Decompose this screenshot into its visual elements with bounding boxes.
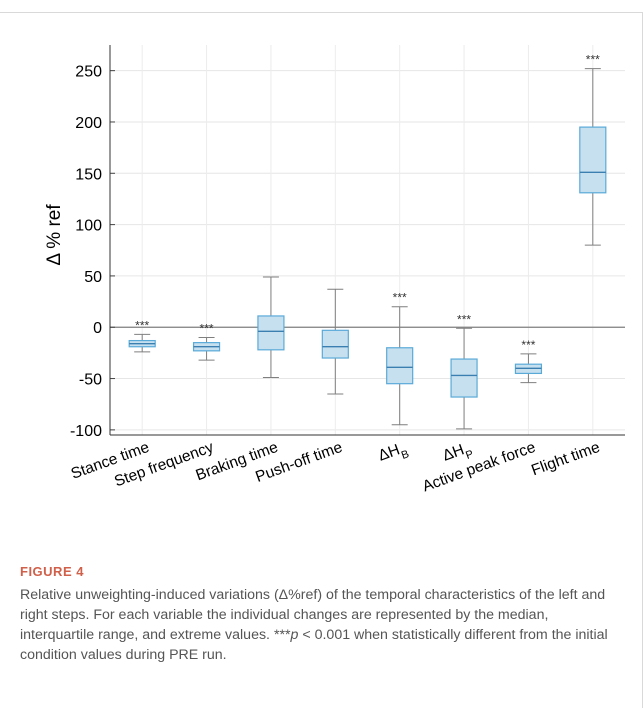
box-plot-item: ***	[450, 312, 478, 430]
box-plot-item: ***	[386, 291, 414, 426]
iqr-box	[579, 126, 607, 194]
box-layer: *** *** *** *** *** ***	[128, 53, 607, 430]
box-plot-item: ***	[579, 53, 607, 246]
x-tick-label-subscript: B	[400, 448, 411, 462]
caption-p: p	[290, 627, 299, 643]
box-plot-item	[321, 288, 349, 395]
y-tick-label: 250	[75, 64, 102, 81]
x-tick-label-subscript: P	[464, 448, 475, 462]
iqr-box	[386, 347, 414, 385]
caption-main: Relative unweighting-induced variations …	[20, 587, 606, 643]
box-plot-item	[257, 276, 285, 379]
y-tick-label: 0	[93, 320, 102, 337]
significance-marker: ***	[521, 338, 535, 352]
iqr-box	[257, 315, 285, 351]
figure-label: FIGURE 4	[20, 564, 84, 579]
significance-marker: ***	[200, 322, 214, 336]
box-plot-item: ***	[514, 338, 543, 384]
iqr-box	[450, 358, 478, 398]
significance-marker: ***	[135, 318, 149, 332]
y-tick-label: 200	[75, 115, 102, 132]
box-plot-chart: *** *** *** *** *** *** -100 -50 0 50 100 150 200 25…	[44, 45, 625, 496]
caption-tail: < 0.001 when statistically different fro…	[20, 627, 608, 663]
y-tick-label: 50	[84, 269, 102, 286]
box-plot-item: ***	[128, 318, 156, 353]
iqr-box	[321, 329, 349, 359]
x-tick-label: ΔHB	[376, 439, 411, 470]
significance-marker: ***	[586, 53, 600, 67]
significance-marker: ***	[393, 291, 407, 305]
axis-layer	[109, 45, 625, 436]
caption-text: Relative unweighting-induced variations …	[20, 585, 620, 665]
y-tick-label: -100	[70, 423, 102, 440]
y-tick-label: -50	[79, 372, 102, 389]
x-tick-label: Active peak force	[420, 439, 538, 496]
x-tick-label: Flight time	[529, 439, 602, 479]
y-tick-label: 100	[75, 218, 102, 235]
y-tick-label: 150	[75, 166, 102, 183]
significance-marker: ***	[457, 312, 471, 326]
grid-layer	[110, 45, 625, 435]
y-axis-label: Δ % ref	[44, 204, 65, 266]
box-plot-item: ***	[192, 322, 221, 361]
caption-sig-marker: ***	[273, 627, 291, 643]
figure-caption: FIGURE 4 Relative unweighting-induced va…	[20, 564, 620, 665]
